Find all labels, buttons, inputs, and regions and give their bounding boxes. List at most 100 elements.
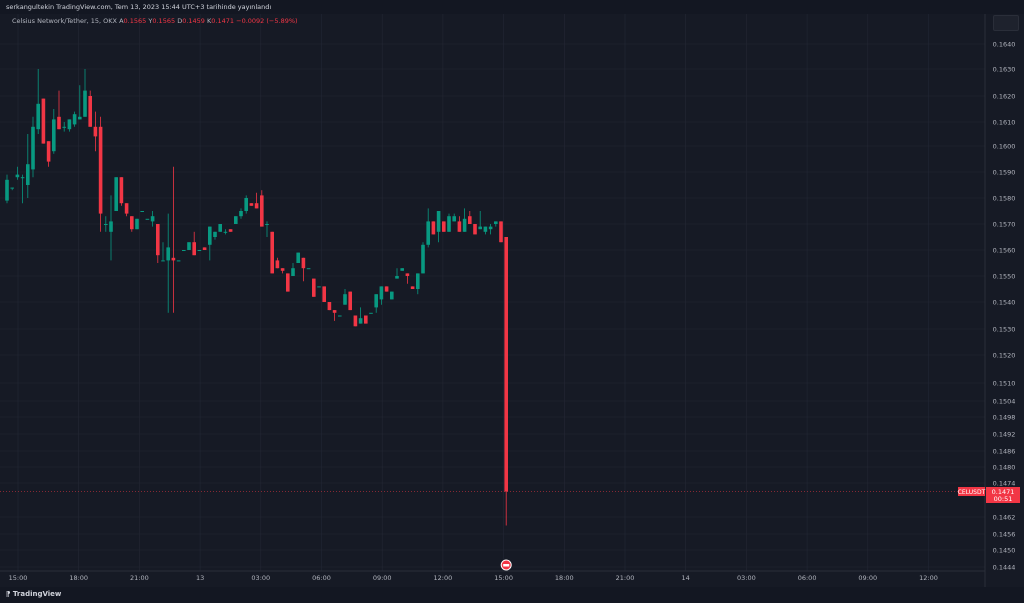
candle-down[interactable] [499,221,503,243]
candle-down[interactable] [364,315,368,324]
candle-up[interactable] [15,174,20,178]
candle-up[interactable] [10,187,14,189]
candle-up[interactable] [20,177,25,179]
candle-up[interactable] [369,312,373,314]
candle-up[interactable] [338,315,342,317]
candle-down[interactable] [431,221,436,235]
candle-down[interactable] [332,310,337,313]
candle-up[interactable] [239,211,243,217]
candle-up[interactable] [416,273,420,289]
candle-down[interactable] [46,141,51,162]
candle-up[interactable] [36,103,40,130]
candle-down[interactable] [457,221,462,232]
candle-up[interactable] [161,260,165,262]
candle-up[interactable] [52,119,56,152]
candle-up[interactable] [478,226,482,230]
candle-down[interactable] [327,302,332,311]
candle-up[interactable] [306,268,311,270]
candle-up[interactable] [182,250,186,251]
candle-up[interactable] [114,177,118,211]
candle-up[interactable] [187,242,191,250]
candle-down[interactable] [473,224,477,235]
candle-up[interactable] [483,226,488,232]
candle-down[interactable] [468,216,472,224]
candlestick-chart[interactable]: 15:00 18:00 21:00 13 03:00 06:00 09:00 12:00 15:… [0,14,1024,587]
candle-up[interactable] [462,218,467,232]
candle-down[interactable] [254,203,259,209]
candle-up[interactable] [67,119,72,130]
candle-up[interactable] [296,252,300,263]
candle-down[interactable] [353,315,358,327]
candle-down[interactable] [275,260,280,269]
candle-down[interactable] [88,96,92,127]
candle-up[interactable] [31,126,35,170]
candle-up[interactable] [390,291,394,300]
candle-down[interactable] [504,237,508,492]
candle-up[interactable] [218,224,222,232]
candle-up[interactable] [166,247,170,261]
candle-up[interactable] [447,216,451,232]
candle-down[interactable] [98,126,103,214]
candle-up[interactable] [145,218,150,220]
candle-down[interactable] [442,221,446,232]
candle-down[interactable] [384,286,389,292]
candle-down[interactable] [286,273,290,292]
candle-up[interactable] [150,216,155,222]
candle-down[interactable] [202,247,207,250]
candle-up[interactable] [291,268,295,276]
candle-up[interactable] [223,231,228,233]
candle-down[interactable] [228,229,233,232]
candle-up[interactable] [343,294,347,305]
candle-up[interactable] [140,211,144,212]
candle-up[interactable] [400,268,404,271]
candle-down[interactable] [171,257,176,261]
candle-down[interactable] [301,257,306,269]
candle-down[interactable] [156,224,160,256]
candle-up[interactable] [197,250,202,251]
candle-up[interactable] [426,221,430,245]
candle-up[interactable] [83,90,87,117]
candle-down[interactable] [192,242,196,256]
candle-up[interactable] [208,226,212,245]
candle-up[interactable] [494,221,498,224]
candle-down[interactable] [280,268,285,271]
candle-down[interactable] [130,216,134,230]
candle-up[interactable] [488,226,493,230]
candle-up[interactable] [72,114,77,125]
candle-up[interactable] [395,276,399,279]
candle-down[interactable] [93,126,98,137]
chart-settings-button[interactable] [993,15,1019,31]
candle-up[interactable] [213,231,217,237]
candle-down[interactable] [270,231,274,274]
candle-down[interactable] [119,177,124,204]
candle-down[interactable] [312,278,316,297]
candle-down[interactable] [124,203,129,214]
candle-down[interactable] [249,203,254,206]
candle-up[interactable] [265,224,269,225]
candle-down[interactable] [260,195,264,227]
candle-up[interactable] [452,216,456,222]
candle-down[interactable] [348,291,352,311]
candle-up[interactable] [26,164,30,185]
candle-up[interactable] [317,286,321,288]
candle-up[interactable] [374,294,378,308]
candle-down[interactable] [410,286,415,289]
candle-up[interactable] [421,244,425,274]
symbol-title[interactable]: Celsius Network/Tether, 15, OKX [12,17,118,25]
candle-up[interactable] [135,218,139,230]
candle-up[interactable] [109,221,113,232]
candle-up[interactable] [244,198,248,211]
candle-up[interactable] [358,318,363,324]
candle-up[interactable] [104,224,108,225]
candle-down[interactable] [41,98,46,144]
candle-down[interactable] [57,116,61,130]
candle-up[interactable] [5,179,9,201]
candle-up[interactable] [436,211,441,232]
candle-up[interactable] [62,126,66,128]
candle-up[interactable] [234,216,238,224]
chart-pane[interactable]: 15:00 18:00 21:00 13 03:00 06:00 09:00 12:00 15:… [0,14,1024,587]
candle-up[interactable] [78,116,82,120]
candle-up[interactable] [176,260,181,262]
candle-up[interactable] [379,286,384,300]
candle-down[interactable] [322,286,326,302]
